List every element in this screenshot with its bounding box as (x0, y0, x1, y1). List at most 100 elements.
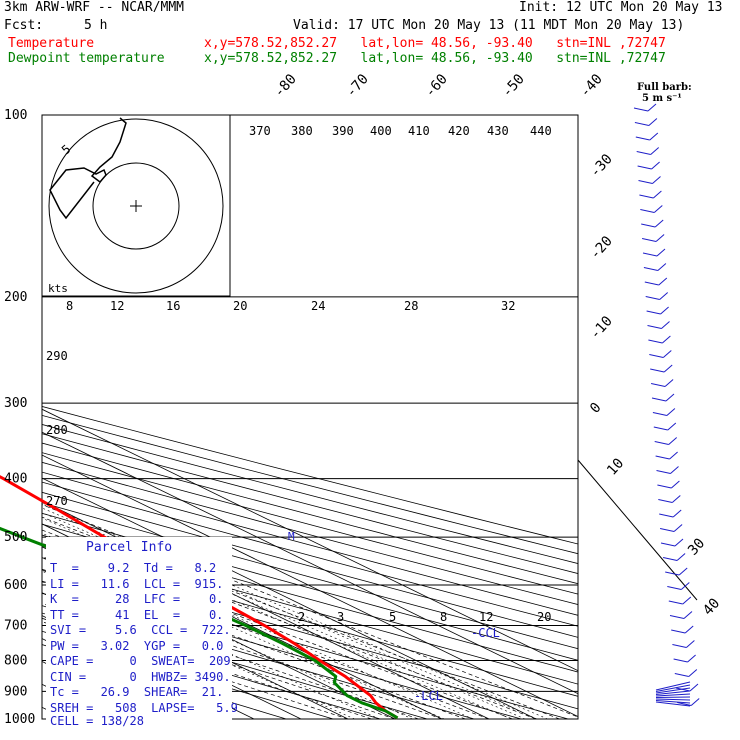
isotherm-label: -10 (587, 313, 616, 343)
dewpoint-legend-name: Dewpoint temperature (8, 51, 165, 66)
wind-barb (676, 553, 686, 561)
parcel-row: PW = 3.02 YGP = 0.0 (50, 639, 224, 653)
theta-label: 420 (448, 124, 470, 138)
wind-barb (656, 248, 666, 257)
hodograph-units: kts (48, 282, 68, 295)
wind-barb (671, 629, 686, 634)
wind-barb (659, 513, 674, 518)
ccl-marker: -CCL (471, 626, 500, 640)
wind-barb (655, 693, 691, 697)
forecast-label: Fcst: (4, 18, 44, 33)
wind-barb (655, 701, 691, 707)
wind-barb (689, 683, 699, 692)
isotherm (42, 477, 537, 719)
wind-barb (674, 538, 684, 547)
dry-adiabat (42, 433, 578, 574)
mixing-ratio-label: 16 (166, 299, 180, 313)
parcel-info-box: Parcel Info T = 9.2 Td = 8.2 LI = 11.6 L… (46, 537, 238, 728)
theta-label: 270 (46, 494, 68, 508)
isotherm-label: -50 (499, 71, 528, 101)
theta-label: 440 (530, 124, 552, 138)
wind-barb (669, 451, 678, 460)
temperature-line (0, 475, 399, 720)
wind-barb (647, 103, 657, 112)
wind-barb (648, 339, 663, 344)
plot-border (41, 114, 579, 720)
dewpoint-legend-info: x,y=578.52,852.27 lat,lon= 48.56, -93.40… (204, 51, 666, 66)
wind-barb (650, 383, 666, 387)
wind-barb (672, 509, 682, 518)
moist-adiabat (42, 592, 419, 719)
wind-barb (668, 437, 678, 445)
wind-barb (660, 542, 676, 547)
parcel-info-title: Parcel Info (86, 540, 173, 555)
wind-barb (650, 147, 660, 155)
wind-barb (661, 321, 670, 329)
mixing-ratio-label: 8 (66, 299, 73, 313)
mixing-ratio-label: 5 (389, 610, 396, 624)
wind-barb (656, 470, 671, 474)
model-title: 3km ARW-WRF -- NCAR/MMM (4, 0, 185, 15)
wind-barb (649, 132, 659, 141)
wind-barb (658, 499, 673, 503)
theta-label: 370 (249, 124, 271, 138)
theta-label: 400 (370, 124, 392, 138)
wind-barb (651, 161, 660, 170)
dry-adiabat (42, 424, 578, 564)
wind-barb (687, 654, 696, 663)
wind-barb (665, 393, 675, 402)
wind-barb (638, 180, 653, 184)
dry-adiabat (42, 491, 578, 638)
wind-barb (682, 596, 692, 605)
wind-barb (657, 484, 672, 489)
wind-barb (655, 455, 670, 460)
mixing-ratio-label: 28 (404, 299, 418, 313)
pressure-label: 200 (4, 290, 27, 305)
isotherm-label: -70 (343, 71, 372, 101)
parcel-row: SREH = 508 LAPSE= 5.9 (50, 701, 238, 715)
dry-adiabat (42, 471, 578, 616)
wind-barb (654, 219, 664, 228)
barb-legend-title: Full barb: (637, 82, 692, 93)
barb-pole (577, 459, 698, 601)
dry-adiabat (42, 461, 578, 606)
wind-barb (654, 441, 669, 445)
isotherm-label: -60 (422, 71, 451, 101)
wind-barb (655, 696, 691, 698)
pressure-label: 300 (4, 396, 27, 411)
isotherm (42, 500, 490, 719)
wind-barb (664, 379, 674, 387)
parcel-row: CELL = 138/28 (50, 714, 144, 728)
parcel-row: TT = 41 EL = 0. (50, 608, 224, 622)
pressure-label: 700 (4, 618, 27, 633)
wind-barb (678, 567, 688, 576)
wind-barb (686, 640, 695, 648)
theta-label: 410 (408, 124, 430, 138)
dry-adiabat (42, 592, 475, 719)
wind-barb (662, 350, 672, 358)
wind-barb (657, 263, 667, 271)
wind-barb (637, 165, 652, 170)
isotherm-label: -80 (271, 71, 300, 101)
temperature-legend-name: Temperature (8, 36, 95, 51)
dry-adiabat (42, 442, 578, 585)
mixing-ratio-label: 12 (110, 299, 124, 313)
lcl-marker: -LCL (414, 689, 443, 703)
isotherm (42, 431, 578, 695)
isotherm-label: 0 (587, 400, 605, 417)
wind-barb (672, 644, 687, 648)
mixing-ratio-label: 12 (479, 610, 493, 624)
theta-label: 380 (291, 124, 313, 138)
wind-barb (646, 310, 661, 315)
wind-barb (655, 690, 691, 695)
pressure-label: 1000 (4, 712, 35, 727)
dry-adiabat (42, 452, 578, 595)
wind-barb (655, 687, 691, 694)
hodograph-trace (49, 117, 127, 220)
wind-barb (641, 223, 656, 228)
pressure-label: 900 (4, 684, 27, 699)
pressure-label: 100 (4, 108, 27, 123)
valid-time: Valid: 17 UTC Mon 20 May 13 (11 MDT Mon … (293, 18, 685, 33)
wind-barb (673, 524, 683, 532)
